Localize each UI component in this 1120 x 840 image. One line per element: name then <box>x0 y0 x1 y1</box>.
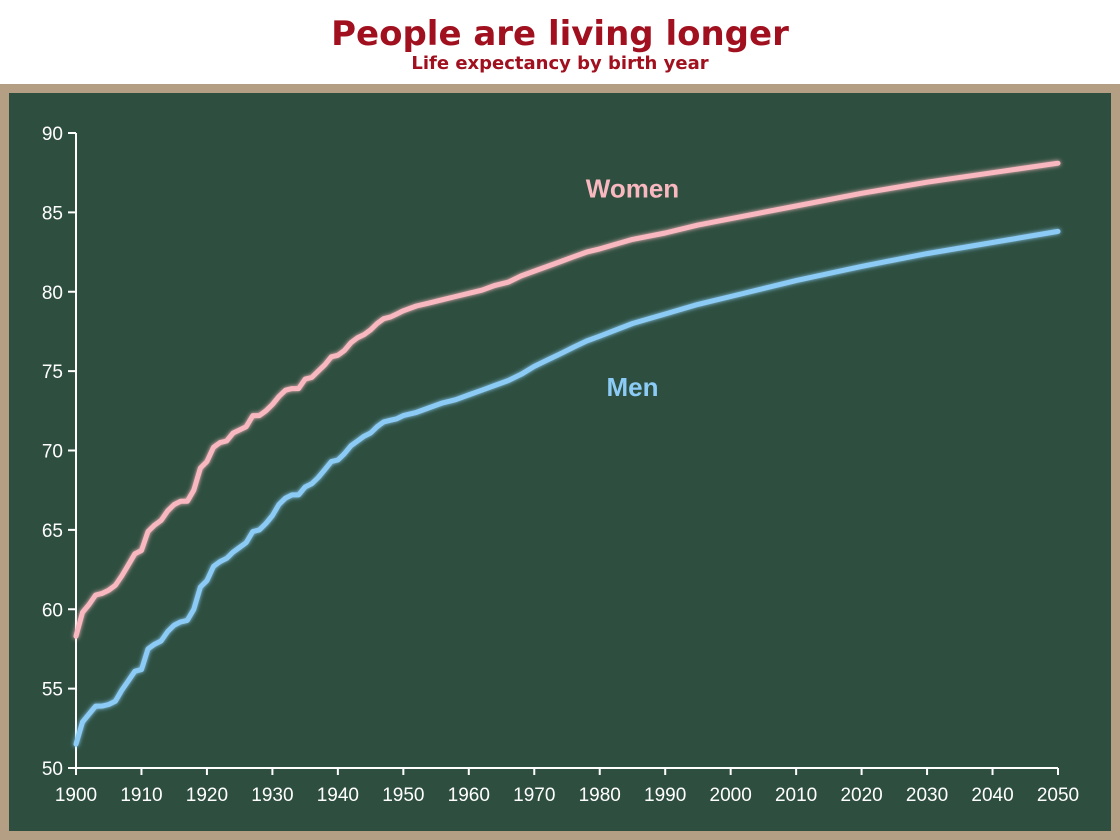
series-lines <box>73 160 1061 747</box>
x-tick-label: 2040 <box>971 785 1013 806</box>
series-label-women: Women <box>586 174 679 204</box>
x-tick-label: 1970 <box>513 785 555 806</box>
x-tick-label: 1920 <box>186 785 228 806</box>
y-tick-label: 90 <box>42 124 63 145</box>
chart-subtitle: Life expectancy by birth year <box>411 53 709 74</box>
series-label-men: Men <box>606 372 658 402</box>
axes: 50 55 60 65 70 75 80 85 90 1900 1910 1920 1930 1940 19… <box>42 124 1079 806</box>
series-labels: Women Men <box>586 174 679 402</box>
y-tick-label: 60 <box>42 600 63 621</box>
y-tick-label: 70 <box>42 442 63 463</box>
chart-title: People are living longer <box>331 14 789 54</box>
y-tick-label: 80 <box>42 283 63 304</box>
x-tick-label: 2000 <box>710 785 752 806</box>
chalkboard-plot-area <box>0 84 1120 840</box>
x-tick-label: 2010 <box>775 785 817 806</box>
series-line-men <box>73 228 1061 747</box>
x-tick-label: 1990 <box>644 785 686 806</box>
y-tick-label: 55 <box>42 680 63 701</box>
y-tick-label: 65 <box>42 521 63 542</box>
x-tick-label: 1940 <box>317 785 359 806</box>
x-tick-label: 1950 <box>382 785 424 806</box>
x-tick-label: 2050 <box>1037 785 1079 806</box>
y-tick-label: 85 <box>42 203 63 224</box>
x-tick-label: 2030 <box>906 785 948 806</box>
y-tick-label: 75 <box>42 362 63 383</box>
y-tick-label: 50 <box>42 759 63 780</box>
x-tick-label: 1930 <box>251 785 293 806</box>
series-line-women <box>73 160 1061 639</box>
x-tick-label: 2020 <box>840 785 882 806</box>
x-tick-label: 1980 <box>579 785 621 806</box>
x-tick-label: 1960 <box>448 785 490 806</box>
x-tick-label: 1900 <box>55 785 97 806</box>
x-tick-label: 1910 <box>120 785 162 806</box>
